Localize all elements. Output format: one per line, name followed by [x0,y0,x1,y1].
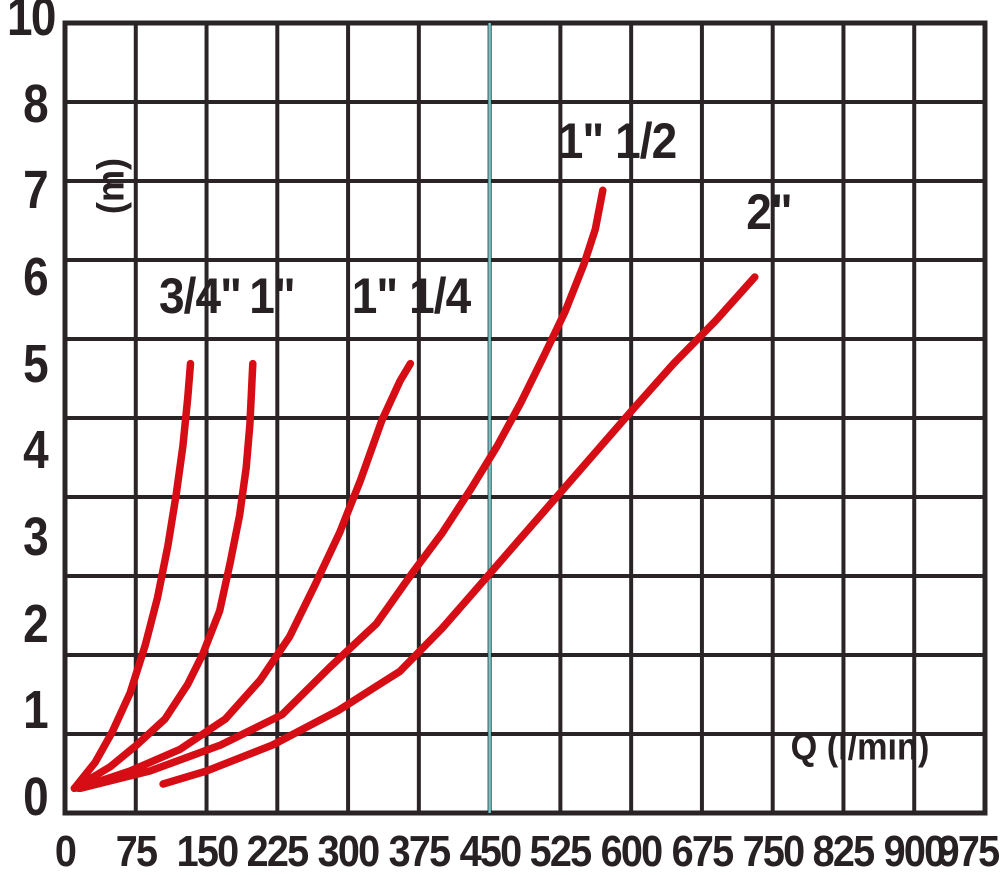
y-tick-label-1: 1 [23,680,49,741]
y-tick-label-0: 0 [23,767,49,827]
curve-1- [70,359,257,793]
x-tick-text: 600 [600,827,663,875]
y-tick-label-10: 10 [7,0,56,47]
curve-label-3-4-: 3/4" [158,268,242,324]
curve-1-1-2 [76,186,607,793]
curve-label-2-: 2" [746,184,792,240]
x-tick-text: 150 [176,827,238,875]
curve-label-1-1-4: 1" 1/4 [351,268,472,324]
x-tick-text: 450 [459,827,521,875]
y-tick-label-7: 7 [23,160,49,221]
x-tick-text: 675 [671,827,734,875]
curve-3-4- [70,359,195,793]
plot-border [62,20,988,816]
x-tick-text: 0 [54,827,77,875]
x-tick-text: 825 [813,827,875,875]
x-tick-text: 300 [317,827,380,875]
curve-2- [159,273,759,788]
y-tick-label-5: 5 [23,333,49,394]
x-tick-text: 750 [742,827,804,875]
x-axis-title: Q (l/min) [790,726,930,769]
y-axis-title: (m) [90,157,133,215]
curve-1-1-4 [74,359,415,793]
x-tick-text: 525 [530,827,592,875]
curve-label-1-1-2: 1" 1/2 [557,113,678,169]
y-tick-label-4: 4 [23,420,49,481]
x-tick-text: 375 [388,827,451,875]
x-tick-text: 225 [246,827,309,875]
x-tick-text: 75 [115,827,158,875]
x-tick-text: 975 [937,827,1000,875]
x-tick-text: 900 [883,827,946,875]
y-tick-label-2: 2 [23,593,49,654]
y-tick-label-6: 6 [23,247,49,307]
curve-label-1-: 1" [249,268,295,324]
y-tick-label-8: 8 [23,73,49,134]
y-tick-label-3: 3 [23,507,49,567]
